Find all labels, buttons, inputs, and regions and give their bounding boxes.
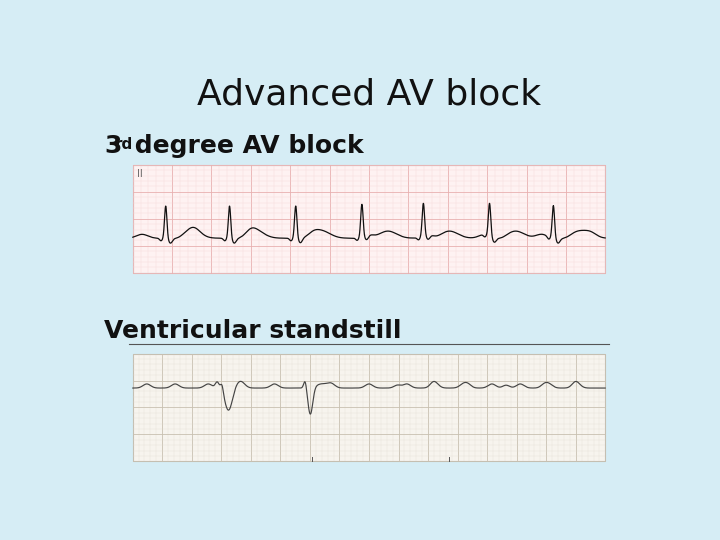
- Text: rd: rd: [114, 137, 133, 152]
- Text: 3: 3: [104, 134, 122, 158]
- FancyBboxPatch shape: [132, 354, 606, 461]
- Text: degree AV block: degree AV block: [126, 134, 364, 158]
- FancyBboxPatch shape: [132, 165, 606, 273]
- Text: Ventricular standstill: Ventricular standstill: [104, 319, 402, 343]
- Text: II: II: [137, 169, 143, 179]
- Text: Advanced AV block: Advanced AV block: [197, 77, 541, 111]
